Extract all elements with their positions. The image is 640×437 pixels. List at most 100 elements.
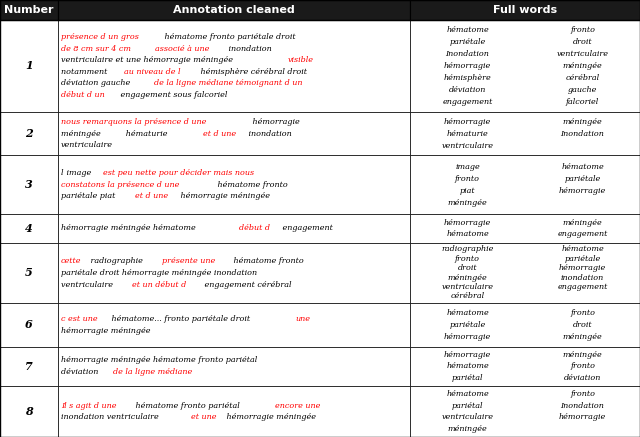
Text: Annotation cleaned: Annotation cleaned [173,5,295,15]
Text: fronto: fronto [455,175,480,183]
Bar [0,347,58,386]
Bar [58,0,410,20]
Text: hématome: hématome [561,163,604,171]
Text: méningée: méningée [563,118,602,126]
Text: fronto: fronto [455,255,480,263]
Text: 3: 3 [25,179,33,191]
Bar [0,386,58,437]
Text: hématome fronto: hématome fronto [215,181,287,189]
Bar [58,386,410,437]
Text: engagement: engagement [442,97,493,106]
Text: de la ligne médiane témoignant d un: de la ligne médiane témoignant d un [154,79,303,87]
Text: inondation: inondation [561,274,604,281]
Text: hématurie: hématurie [447,130,488,138]
Text: engagement cérébral: engagement cérébral [202,281,292,288]
Text: pariétale: pariétale [564,175,600,183]
Text: Il s agit d une: Il s agit d une [61,402,116,409]
Bar [58,303,410,347]
Text: déviation: déviation [449,86,486,94]
Text: nous remarquons la présence d une: nous remarquons la présence d une [61,118,206,126]
Text: méningée: méningée [563,218,602,226]
Text: cérébral: cérébral [565,74,600,82]
Bar [58,156,410,214]
Text: hématome fronto: hématome fronto [231,257,304,265]
Text: pariétal: pariétal [452,374,483,382]
Text: hémorragie: hémorragie [250,118,300,126]
Text: pariétale: pariétale [564,255,600,263]
Text: fronto: fronto [570,309,595,317]
Bar [410,386,640,437]
Text: est peu nette pour décider mais nous: est peu nette pour décider mais nous [103,169,254,177]
Text: hémorragie: hémorragie [444,218,491,226]
Text: engagement: engagement [557,230,608,239]
Bar [58,243,410,303]
Text: au niveau de l: au niveau de l [124,68,181,76]
Bar [58,20,410,112]
Text: déviation: déviation [61,368,101,376]
Bar [0,112,58,156]
Text: inondation ventriculaire: inondation ventriculaire [61,413,161,421]
Text: notamment: notamment [61,68,110,76]
Text: visible: visible [287,56,314,64]
Text: et un début d: et un début d [132,281,186,288]
Text: cérébral: cérébral [451,292,484,300]
Bar [410,243,640,303]
Text: méningée: méningée [447,425,488,433]
Text: 4: 4 [25,223,33,234]
Text: méningée: méningée [447,274,488,281]
Text: méningée: méningée [563,62,602,70]
Text: piat: piat [460,187,476,195]
Text: radiographie: radiographie [88,257,145,265]
Bar [410,20,640,112]
Text: Full words: Full words [493,5,557,15]
Text: et d une: et d une [202,130,236,138]
Bar [58,112,410,156]
Text: radiographie: radiographie [442,246,493,253]
Text: pariétale piat: pariétale piat [61,192,118,201]
Text: hémisphère cérébral droit: hémisphère cérébral droit [198,68,307,76]
Text: hémorragie: hémorragie [444,118,491,126]
Text: hémorragie méningée: hémorragie méningée [61,326,150,335]
Text: début d: début d [239,225,270,232]
Text: hémorragie: hémorragie [444,62,491,70]
Text: ventriculaire: ventriculaire [442,142,493,149]
Text: hématome fronto pariétal: hématome fronto pariétal [133,402,243,409]
Text: et une: et une [191,413,217,421]
Text: Number: Number [4,5,54,15]
Bar [0,156,58,214]
Text: constatons la présence d une: constatons la présence d une [61,181,179,189]
Text: déviation: déviation [564,374,601,382]
Text: présence d un gros: présence d un gros [61,33,139,41]
Bar [410,156,640,214]
Text: ventriculaire: ventriculaire [557,50,609,58]
Text: 6: 6 [25,319,33,330]
Text: engagement: engagement [280,225,332,232]
Bar [410,0,640,20]
Text: Inondation: Inondation [445,50,490,58]
Bar [58,347,410,386]
Text: engagement: engagement [557,283,608,291]
Text: droit: droit [458,264,477,272]
Bar [410,112,640,156]
Text: hématome: hématome [446,390,489,398]
Text: c est une: c est une [61,315,98,323]
Text: hémorragie méningée: hémorragie méningée [178,192,270,201]
Text: fronto: fronto [570,362,595,370]
Text: encore une: encore une [275,402,321,409]
Text: inondation: inondation [246,130,291,138]
Text: hémisphère: hémisphère [444,74,492,82]
Text: hématome: hématome [446,362,489,370]
Text: engagement sous falcoriel: engagement sous falcoriel [118,91,227,99]
Text: ventriculaire: ventriculaire [61,141,113,149]
Text: hématome: hématome [446,26,489,34]
Text: hémorragie: hémorragie [444,333,491,341]
Text: pariétale droit hémorragie méningée inondation: pariétale droit hémorragie méningée inon… [61,269,257,277]
Bar [0,243,58,303]
Bar [410,347,640,386]
Text: hémorragie: hémorragie [559,413,606,421]
Text: début d un: début d un [61,91,105,99]
Text: image: image [64,169,94,177]
Bar [0,214,58,243]
Text: pariétale: pariétale [449,321,486,329]
Bar [0,303,58,347]
